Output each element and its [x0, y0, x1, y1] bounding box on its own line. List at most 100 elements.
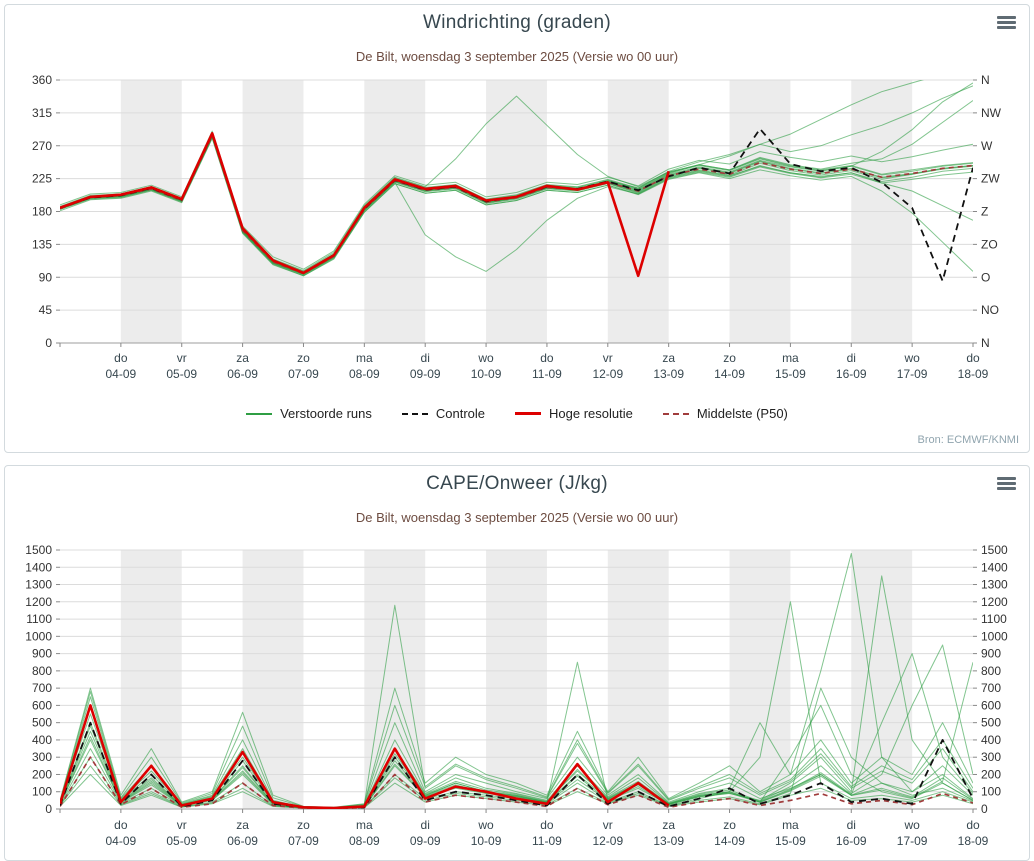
chart-legend: Verstoorde runs Controle Hoge resolutie Mid… — [5, 406, 1029, 421]
legend-item-middelste-p50-[interactable]: Middelste (P50) — [662, 406, 788, 421]
axis-tick-label: 500 — [981, 716, 1001, 730]
axis-tick-label: ZO — [981, 237, 998, 251]
axis-tick-label: 10-09 — [471, 834, 502, 848]
chart-subtitle: De Bilt, woensdag 3 september 2025 (Vers… — [355, 510, 679, 525]
axis-tick-label: 90 — [39, 270, 53, 284]
axis-tick-label: 1300 — [981, 578, 1008, 592]
axis-tick-label: di — [421, 351, 430, 365]
axis-tick-label: 15-09 — [775, 834, 806, 848]
legend-label: Controle — [435, 406, 486, 421]
axis-tick-label: 800 — [32, 664, 52, 678]
axis-tick-label: 08-09 — [349, 367, 380, 381]
axis-tick-label: 300 — [981, 750, 1001, 764]
axis-tick-label: vr — [177, 818, 187, 832]
axis-tick-label: 135 — [32, 237, 52, 251]
axis-tick-label: wo — [477, 351, 494, 365]
legend-item-hoge-resolutie[interactable]: Hoge resolutie — [515, 406, 633, 421]
hoge-resolutie-line — [60, 132, 670, 278]
axis-tick-label: ma — [782, 351, 799, 365]
axis-tick-label: do — [966, 818, 980, 832]
legend-label: Middelste (P50) — [696, 406, 788, 421]
axis-tick-label: do — [114, 818, 128, 832]
axis-tick-label: 1400 — [981, 560, 1008, 574]
axis-tick-label: wo — [903, 818, 920, 832]
axis-tick-label: 16-09 — [836, 834, 867, 848]
axis-tick-label: vr — [603, 351, 613, 365]
axis-tick-label: 1000 — [25, 629, 52, 643]
axis-tick-label: 200 — [981, 767, 1001, 781]
cape-plot: 0 0 100 100 200 200 300 300 400 400 500 500 600 600 70… — [25, 543, 1008, 848]
axis-tick-label: 500 — [32, 716, 52, 730]
axis-tick-label: za — [236, 351, 249, 365]
axis-tick-label: N — [981, 336, 990, 350]
legend-label: Hoge resolutie — [549, 406, 633, 421]
axis-tick-label: 400 — [981, 733, 1001, 747]
axis-tick-label: 18-09 — [958, 834, 989, 848]
axis-tick-label: 04-09 — [106, 834, 137, 848]
cape-chart-card: 0 0 100 100 200 200 300 300 400 400 500 500 600 600 70… — [4, 465, 1030, 861]
axis-tick-label: 1100 — [26, 612, 52, 626]
axis-tick-label: do — [540, 818, 554, 832]
axis-tick-label: zo — [723, 351, 736, 365]
axis-tick-label: 07-09 — [288, 367, 319, 381]
axis-tick-label: 1200 — [25, 595, 52, 609]
axis-tick-label: Z — [981, 205, 988, 219]
axis-tick-label: 17-09 — [897, 367, 928, 381]
day-band — [486, 550, 547, 809]
axis-tick-label: do — [114, 351, 128, 365]
axis-tick-label: 04-09 — [106, 367, 137, 381]
hamburger-menu-icon[interactable] — [997, 16, 1016, 29]
axis-tick-label: di — [847, 818, 856, 832]
chart-title: CAPE/Onweer (J/kg) — [426, 473, 608, 494]
legend-swatch — [401, 412, 428, 415]
axis-tick-label: 360 — [32, 73, 52, 87]
axis-tick-label: 11-09 — [532, 834, 562, 848]
axis-tick-label: 315 — [32, 106, 52, 120]
axis-tick-label: zo — [297, 351, 310, 365]
axis-tick-label: 12-09 — [592, 834, 623, 848]
axis-tick-label: vr — [177, 351, 187, 365]
axis-tick-label: do — [966, 351, 980, 365]
axis-tick-label: 1100 — [981, 612, 1007, 626]
axis-tick-label: do — [540, 351, 554, 365]
axis-tick-label: 12-09 — [592, 367, 623, 381]
axis-tick-label: 1000 — [981, 629, 1008, 643]
axis-tick-label: 100 — [981, 785, 1001, 799]
axis-tick-label: 06-09 — [227, 834, 258, 848]
axis-tick-label: 0 — [981, 802, 988, 816]
axis-tick-label: 1200 — [981, 595, 1008, 609]
axis-tick-label: vr — [603, 818, 613, 832]
legend-item-verstoorde-runs[interactable]: Verstoorde runs — [246, 406, 372, 421]
axis-tick-label: ma — [356, 351, 373, 365]
axis-tick-label: ma — [782, 818, 799, 832]
axis-tick-label: 16-09 — [836, 367, 867, 381]
axis-tick-label: 900 — [981, 647, 1001, 661]
axis-tick-label: di — [847, 351, 856, 365]
hamburger-menu-icon[interactable] — [997, 477, 1016, 490]
axis-tick-label: zo — [723, 818, 736, 832]
ensemble-member-line — [60, 691, 973, 808]
axis-tick-label: 45 — [39, 303, 53, 317]
axis-tick-label: 08-09 — [349, 834, 380, 848]
axis-tick-label: 800 — [981, 664, 1001, 678]
axis-tick-label: 10-09 — [471, 367, 502, 381]
axis-tick-label: 1500 — [981, 543, 1008, 557]
hoge-resolutie-line — [60, 704, 670, 809]
axis-tick-label: za — [236, 818, 249, 832]
axis-tick-label: di — [421, 818, 430, 832]
axis-tick-label: 700 — [981, 681, 1001, 695]
axis-tick-label: 400 — [32, 733, 52, 747]
axis-tick-label: 600 — [32, 698, 52, 712]
axis-tick-label: 0 — [45, 802, 52, 816]
legend-label: Verstoorde runs — [280, 406, 372, 421]
axis-tick-label: 13-09 — [653, 834, 684, 848]
chart-title: Windrichting (graden) — [423, 12, 611, 33]
wind-direction-plot: 0 N 45 NO 90 O 135 ZO 180 Z 225 ZW 270 W 315 NW 360 Ndo 04… — [32, 73, 1002, 381]
axis-tick-label: 1400 — [25, 560, 52, 574]
axis-tick-label: 11-09 — [532, 367, 562, 381]
legend-swatch — [662, 412, 689, 415]
legend-item-controle[interactable]: Controle — [401, 406, 486, 421]
axis-tick-label: 06-09 — [227, 367, 258, 381]
axis-tick-label: 180 — [32, 205, 52, 219]
day-band — [120, 550, 182, 809]
